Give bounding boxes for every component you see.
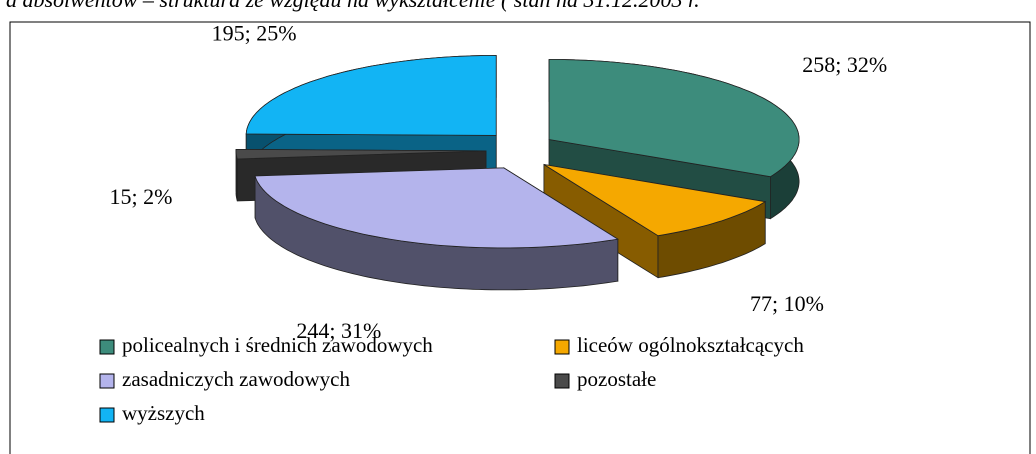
legend-label: policealnych i średnich zawodowych — [122, 333, 433, 357]
legend-label: zasadniczych zawodowych — [122, 367, 350, 391]
chart-border — [9, 21, 1031, 454]
legend-swatch — [99, 339, 115, 355]
slice — [548, 59, 800, 178]
legend-swatch — [554, 339, 570, 355]
slice-group — [254, 167, 619, 291]
legend-label: wyższych — [122, 401, 205, 425]
slice — [235, 148, 487, 160]
legend-swatch — [554, 373, 570, 389]
slice — [254, 167, 619, 249]
chart-title: a absolwentów – struktura ze względu na … — [6, 0, 700, 12]
slice — [543, 164, 767, 237]
legend-swatch — [99, 373, 115, 389]
legend-swatch — [99, 407, 115, 423]
data-label: 15; 2% — [109, 184, 172, 209]
data-label: 258; 32% — [802, 52, 887, 77]
data-label: 195; 25% — [212, 21, 297, 46]
slice-group — [543, 163, 767, 279]
legend-label: pozostałe — [577, 367, 656, 391]
data-label: 77; 10% — [750, 291, 824, 316]
data-label: 244; 31% — [296, 318, 381, 343]
slice — [245, 54, 497, 136]
legend-label: liceów ogólnokształcących — [577, 333, 804, 357]
slice-group — [548, 59, 800, 220]
